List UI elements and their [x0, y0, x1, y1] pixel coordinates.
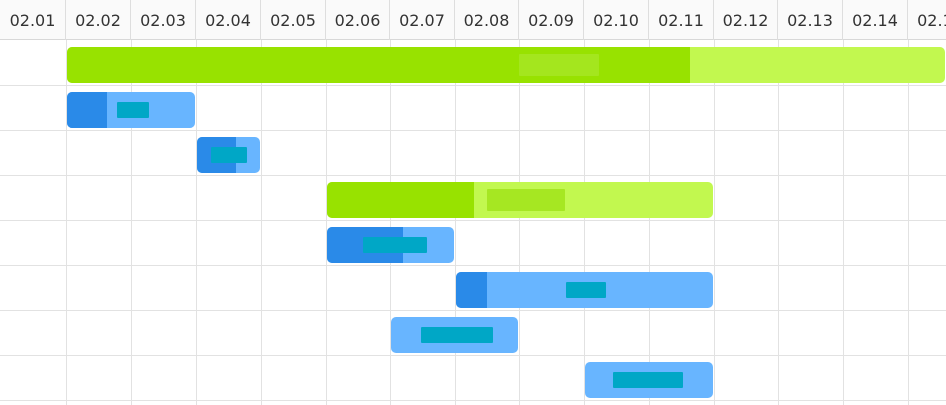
task-progress-fill: [456, 272, 487, 308]
task-label-placeholder: [421, 327, 493, 343]
header-day-02-03: 02.03: [131, 0, 196, 40]
header-day-02-12: 02.12: [714, 0, 778, 40]
task-bar-8[interactable]: [585, 362, 713, 398]
header-day-02-13: 02.13: [778, 0, 843, 40]
grid-row-line: [0, 400, 946, 401]
grid-column-line: [66, 40, 67, 405]
grid-column-line: [455, 40, 456, 405]
task-bar-5[interactable]: [327, 227, 454, 263]
header-day-02-11: 02.11: [649, 0, 714, 40]
header-day-02-01: 02.01: [0, 0, 66, 40]
grid-column-line: [519, 40, 520, 405]
grid-row-line: [0, 85, 946, 86]
header-day-02-04: 02.04: [196, 0, 261, 40]
grid-column-line: [584, 40, 585, 405]
header-day-02-08: 02.08: [455, 0, 519, 40]
task-label-placeholder: [117, 102, 149, 118]
header-day-02-02: 02.02: [66, 0, 131, 40]
header-day-02-14: 02.14: [843, 0, 908, 40]
task-label-placeholder: [519, 54, 599, 76]
task-label-placeholder: [487, 189, 565, 211]
task-label-placeholder: [363, 237, 427, 253]
grid-row-line: [0, 265, 946, 266]
grid-column-line: [390, 40, 391, 405]
grid-row-line: [0, 355, 946, 356]
header-day-02-10: 02.10: [584, 0, 649, 40]
task-bar-6[interactable]: [456, 272, 713, 308]
grid-column-line: [843, 40, 844, 405]
grid-column-line: [196, 40, 197, 405]
grid-row-line: [0, 220, 946, 221]
gantt-grid: [0, 40, 946, 405]
grid-column-line: [261, 40, 262, 405]
task-bar-7[interactable]: [391, 317, 518, 353]
header-day-02-05: 02.05: [261, 0, 326, 40]
grid-column-line: [714, 40, 715, 405]
task-label-placeholder: [566, 282, 606, 298]
grid-column-line: [908, 40, 909, 405]
project-bar-4[interactable]: [327, 182, 713, 218]
grid-row-line: [0, 310, 946, 311]
task-bar-3[interactable]: [197, 137, 260, 173]
grid-row-line: [0, 175, 946, 176]
grid-column-line: [131, 40, 132, 405]
task-progress-fill: [327, 182, 474, 218]
header-day-02-07: 02.07: [390, 0, 455, 40]
task-bar-2[interactable]: [67, 92, 195, 128]
timeline-header: 02.01 02.02 02.03 02.04 02.05 02.06 02.07 02.08…: [0, 0, 946, 40]
task-label-placeholder: [613, 372, 683, 388]
header-day-02-15: 02.15: [908, 0, 946, 40]
header-day-02-06: 02.06: [326, 0, 390, 40]
grid-column-line: [649, 40, 650, 405]
grid-row-line: [0, 130, 946, 131]
header-day-02-09: 02.09: [519, 0, 584, 40]
project-bar-1[interactable]: [67, 47, 945, 83]
grid-column-line: [778, 40, 779, 405]
task-label-placeholder: [211, 147, 247, 163]
grid-column-line: [326, 40, 327, 405]
task-progress-fill: [67, 92, 107, 128]
